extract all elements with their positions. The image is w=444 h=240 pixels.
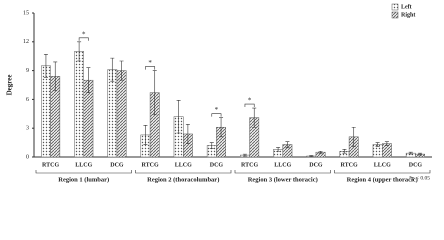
x-tick-label: LLCG [75, 162, 92, 168]
error-bar [384, 141, 389, 146]
bar [107, 69, 118, 158]
error-bar [143, 125, 148, 145]
significance-label: * [248, 97, 252, 105]
error-bar [276, 147, 281, 152]
chart: Degree *p < 0.05 0 3 6 9 12 15 RTCG LLCG DCG RTCG… [6, 3, 432, 183]
x-tick-label: LLCG [274, 162, 291, 168]
error-bar [185, 124, 190, 144]
error-bar [375, 142, 380, 147]
error-bar [119, 60, 124, 81]
significance-bracket [244, 103, 255, 108]
error-bar [86, 67, 91, 93]
group-label: Region 4 (upper thoracic) [347, 176, 418, 183]
y-tick-label: 9 [26, 68, 29, 74]
x-tick-label: LLCG [374, 162, 391, 168]
error-bar [77, 41, 82, 62]
error-bar [242, 153, 247, 157]
legend-label: Left [401, 4, 412, 10]
error-bar [209, 142, 214, 149]
x-tick-label: RTCG [142, 162, 159, 168]
group-bracket [334, 170, 431, 174]
error-bar [285, 141, 290, 148]
note: *p < 0.05 [409, 175, 430, 181]
y-tick-label: 12 [23, 39, 29, 45]
error-bar [152, 70, 157, 116]
significance-bracket [78, 37, 89, 41]
group-label: Region 2 (thoracolumbar) [147, 176, 219, 183]
legend-swatch [391, 11, 399, 19]
significance-bracket [211, 113, 222, 117]
y-tick-label: 6 [26, 97, 29, 103]
bar [74, 51, 84, 158]
x-tick-label: DCG [210, 162, 224, 168]
significance-bracket [145, 66, 156, 70]
error-bar [43, 53, 48, 78]
y-axis-label: Degree [6, 75, 14, 96]
error-bar [252, 107, 257, 128]
error-bar [342, 149, 347, 154]
x-tick-label: DCG [309, 162, 323, 168]
x-tick-label: RTCG [341, 162, 358, 168]
x-tick-label: DCG [409, 162, 423, 168]
error-bar [309, 155, 314, 157]
group-label: Region 1 (lumbar) [58, 176, 109, 183]
x-tick-label: RTCG [241, 162, 258, 168]
significance-label: * [148, 59, 152, 67]
group-bracket [135, 170, 232, 174]
bar [116, 70, 127, 158]
group-label: Region 3 (lower thoracic) [248, 176, 318, 183]
group-bracket [234, 170, 331, 174]
error-bar [418, 152, 423, 156]
legend-label: Right [401, 12, 415, 18]
error-bar [408, 151, 413, 155]
significance-label: * [82, 30, 86, 38]
error-bar [219, 117, 224, 138]
x-tick-label: RTCG [42, 162, 59, 168]
error-bar [351, 126, 356, 147]
error-bar [318, 150, 323, 154]
group-bracket [35, 170, 132, 174]
y-tick-label: 3 [26, 126, 29, 132]
error-bar [53, 61, 58, 92]
bar [41, 65, 51, 158]
legend-swatch [391, 3, 399, 11]
y-tick-label: 0 [26, 154, 29, 160]
y-tick-label: 15 [23, 10, 29, 16]
significance-label: * [215, 106, 219, 114]
error-bar [176, 100, 181, 134]
x-tick-label: DCG [110, 162, 124, 168]
error-bar [110, 57, 115, 82]
x-tick-label: LLCG [175, 162, 192, 168]
